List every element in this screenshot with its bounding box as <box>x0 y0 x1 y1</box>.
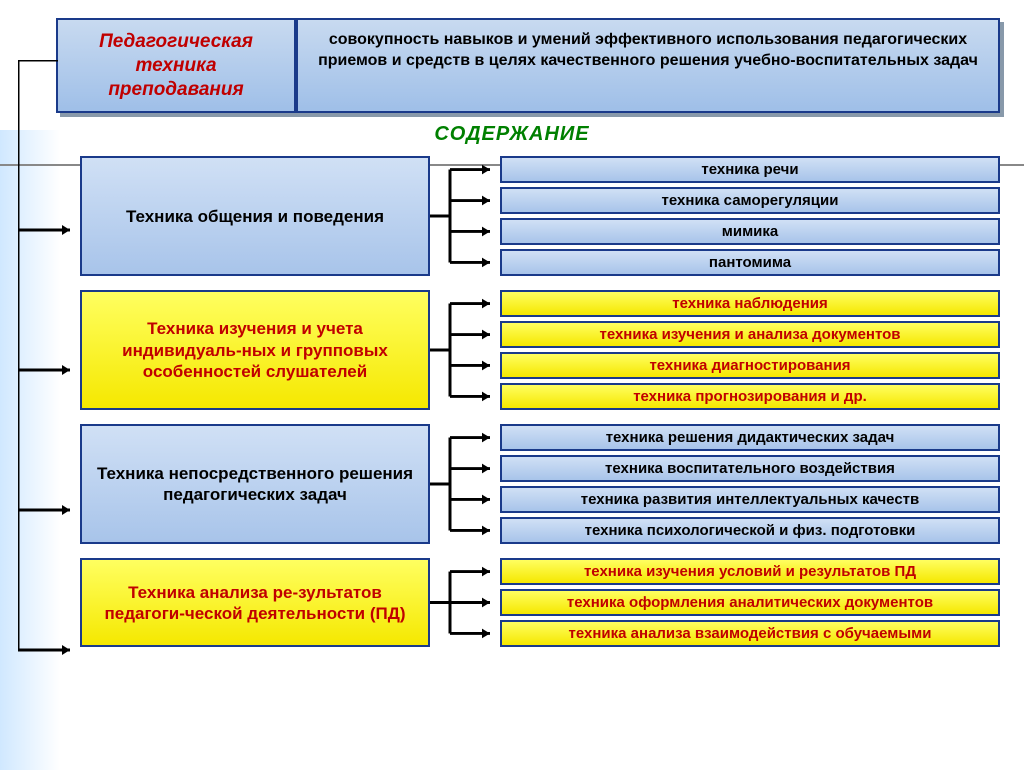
block-right-item: пантомима <box>500 249 1000 276</box>
block-right-item: техника развития интеллектуальных качест… <box>500 486 1000 513</box>
header-row: Педагогическая техника преподавания сово… <box>56 18 1000 113</box>
section-title: СОДЕРЖАНИЕ <box>24 123 1000 146</box>
block-row: Техника непосредственного решения педаго… <box>24 424 1000 544</box>
block-right-item: техника изучения условий и результатов П… <box>500 558 1000 585</box>
block-row: Техника анализа ре-зультатов педагоги-че… <box>24 558 1000 647</box>
connector-column <box>430 558 500 647</box>
block-right-item: техника воспитательного воздействия <box>500 455 1000 482</box>
block-right-item: техника саморегуляции <box>500 187 1000 214</box>
block-left-box: Техника изучения и учета индивидуаль-ных… <box>80 290 430 410</box>
block-right-col: техника речи техника саморегуляции мимика п… <box>500 156 1000 276</box>
block-right-item: техника речи <box>500 156 1000 183</box>
main-left-connector <box>18 60 78 760</box>
blocks-container: Техника общения и поведениятехника речит… <box>24 156 1000 647</box>
header-title: Педагогическая техника преподавания <box>56 18 296 113</box>
block-row: Техника изучения и учета индивидуаль-ных… <box>24 290 1000 410</box>
block-right-item: техника оформления аналитических докумен… <box>500 589 1000 616</box>
block-left-box: Техника непосредственного решения педаго… <box>80 424 430 544</box>
block-right-item: мимика <box>500 218 1000 245</box>
block-row: Техника общения и поведениятехника речит… <box>24 156 1000 276</box>
block-right-item: техника наблюдения <box>500 290 1000 317</box>
connector-column <box>430 424 500 544</box>
block-right-col: техника изучения условий и результатов П… <box>500 558 1000 647</box>
block-right-item: техника изучения и анализа документов <box>500 321 1000 348</box>
block-right-col: техника наблюдения техника изучения и ана… <box>500 290 1000 410</box>
block-right-item: техника диагностирования <box>500 352 1000 379</box>
block-left-box: Техника общения и поведения <box>80 156 430 276</box>
header-definition: совокупность навыков и умений эффективно… <box>296 18 1000 113</box>
block-left-box: Техника анализа ре-зультатов педагоги-че… <box>80 558 430 647</box>
block-right-item: техника решения дидактических задач <box>500 424 1000 451</box>
block-right-item: техника анализа взаимодействия с обучаем… <box>500 620 1000 647</box>
block-right-col: техника решения дидактических задач техни… <box>500 424 1000 544</box>
block-right-item: техника психологической и физ. подготовк… <box>500 517 1000 544</box>
diagram-container: Педагогическая техника преподавания сово… <box>0 0 1024 679</box>
connector-column <box>430 156 500 276</box>
block-right-item: техника прогнозирования и др. <box>500 383 1000 410</box>
connector-column <box>430 290 500 410</box>
